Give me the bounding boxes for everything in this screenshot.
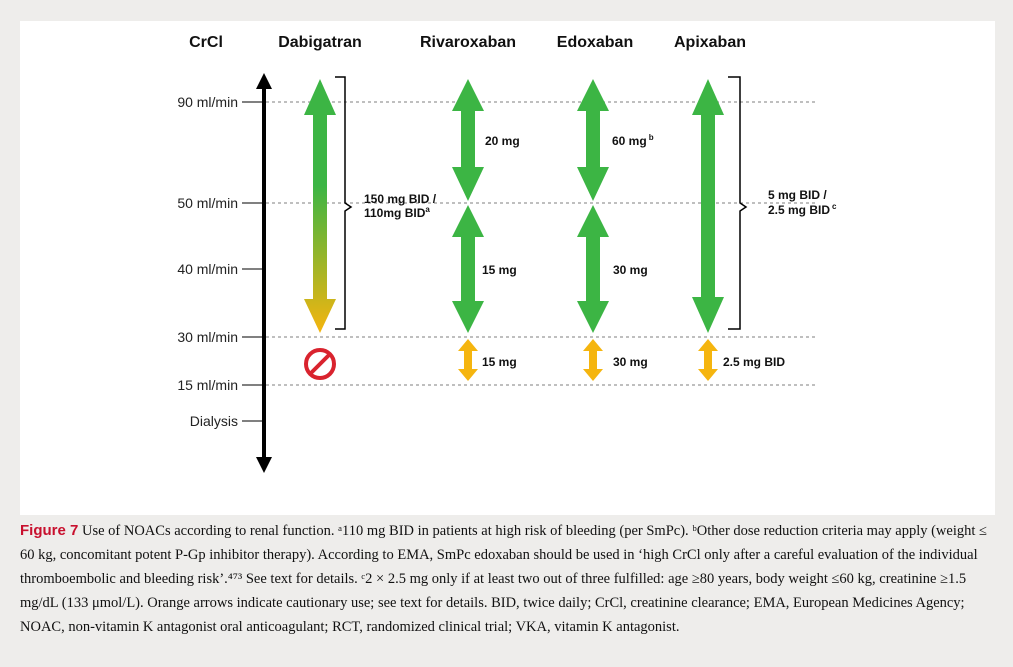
edoxaban-arrow-mid [577, 205, 609, 333]
svg-text:110mg BIDa: 110mg BIDa [364, 205, 430, 220]
edoxaban-dose-high: 60 mg [612, 134, 647, 148]
rivaroxaban-arrow-high [452, 79, 484, 201]
header-crcl: CrCl [189, 34, 223, 51]
header-edoxaban: Edoxaban [557, 34, 633, 51]
caption-text: Use of NOACs according to renal function… [20, 523, 987, 635]
axis-ticks [242, 101, 264, 422]
rivaroxaban-dose-mid: 15 mg [482, 263, 517, 277]
dabigatran-arrow [304, 79, 336, 333]
crcl-label-50: 50 ml/min [177, 195, 238, 211]
figure-caption: Figure 7 Use of NOACs according to renal… [20, 519, 995, 639]
apixaban-dose-low: 2.5 mg BID [723, 355, 785, 369]
dabigatran-dose-line2: 110mg BID [364, 206, 426, 220]
threshold-lines [242, 101, 815, 386]
dabigatran-dose-line1: 150 mg BID / [364, 192, 437, 206]
crcl-label-40: 40 ml/min [177, 261, 238, 277]
crcl-label-90: 90 ml/min [177, 94, 238, 110]
crcl-label-30: 30 ml/min [177, 329, 238, 345]
header-apixaban: Apixaban [674, 34, 746, 51]
caption-label: Figure 7 [20, 522, 79, 539]
edoxaban-dose-low: 30 mg [613, 355, 648, 369]
crcl-axis [256, 73, 272, 473]
header-dabigatran: Dabigatran [278, 34, 362, 51]
apixaban-arrow-low [698, 339, 718, 381]
edoxaban-arrow-low [583, 339, 603, 381]
rivaroxaban-arrow-mid [452, 205, 484, 333]
apixaban-dose-sup: c [832, 202, 837, 211]
prohibited-icon [304, 348, 336, 380]
apixaban-arrow [692, 79, 724, 333]
svg-text:60 mgb: 60 mg b [612, 133, 654, 148]
rivaroxaban-dose-low: 15 mg [482, 355, 517, 369]
apixaban-dose-line2: 2.5 mg BID [768, 203, 830, 217]
figure-panel: CrCl Dabigatran Rivaroxaban Edoxaban Api… [20, 21, 995, 515]
dabigatran-dose-sup: a [425, 205, 430, 214]
edoxaban-dose-high-sup: b [649, 133, 654, 142]
crcl-label-dialysis: Dialysis [190, 413, 238, 429]
rivaroxaban-dose-high: 20 mg [485, 134, 520, 148]
renal-dosing-diagram: CrCl Dabigatran Rivaroxaban Edoxaban Api… [177, 34, 837, 473]
rivaroxaban-arrow-low [458, 339, 478, 381]
header-rivaroxaban: Rivaroxaban [420, 34, 516, 51]
dabigatran-bracket [335, 76, 353, 330]
edoxaban-arrow-high [577, 79, 609, 201]
edoxaban-dose-mid: 30 mg [613, 263, 648, 277]
crcl-label-15: 15 ml/min [177, 377, 238, 393]
apixaban-dose-line1: 5 mg BID / [768, 188, 827, 202]
apixaban-bracket [728, 76, 748, 330]
